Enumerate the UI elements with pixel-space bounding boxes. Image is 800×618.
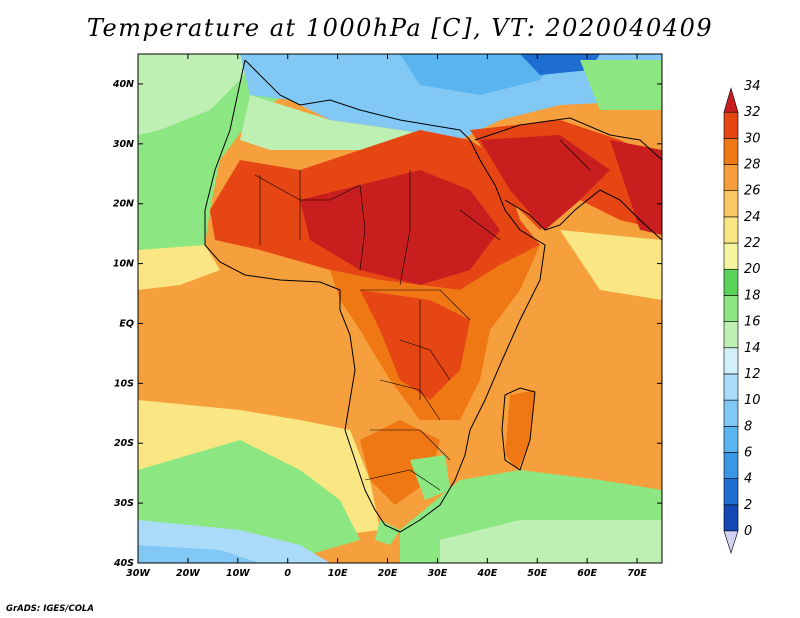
south-atlantic-cold — [138, 545, 260, 563]
colorbar-swatch — [723, 190, 739, 218]
colorbar-swatch — [723, 295, 739, 322]
north-atlantic-cool — [138, 54, 260, 135]
chart-title: Temperature at 1000hPa [C], VT: 20200404… — [86, 14, 714, 42]
madagascar-field — [505, 390, 535, 470]
lon-tick-label: 40E — [476, 568, 497, 579]
lat-tick-label: 30S — [114, 498, 134, 509]
colorbar-swatch — [723, 164, 739, 192]
southern-indian-cool — [440, 520, 662, 563]
map-frame — [137, 53, 663, 564]
colorbar-swatch — [723, 111, 739, 139]
colorbar-swatch — [723, 138, 739, 165]
mediterranean-field — [240, 54, 662, 140]
colorbar-label: 2 — [744, 498, 752, 513]
colorbar-label: 14 — [744, 341, 761, 356]
colorbar-swatch — [723, 399, 739, 427]
colorbar-swatch — [723, 347, 739, 375]
lat-tick-label: 10N — [113, 259, 134, 270]
colorbar-label: 4 — [744, 472, 752, 487]
europe-cold-patch — [520, 54, 600, 75]
lon-tick-label: 30W — [126, 568, 150, 579]
colorbar-label: 28 — [744, 158, 761, 173]
lon-tick-label: 30E — [428, 568, 448, 579]
india-hot — [610, 140, 662, 235]
lon-tick-label: 0 — [284, 568, 291, 579]
lon-tick-label: 10W — [226, 568, 250, 579]
colorbar-swatch — [723, 504, 739, 532]
colorbar-label: 26 — [744, 184, 761, 199]
colorbar-swatch — [723, 268, 739, 296]
asia-green — [580, 60, 662, 110]
colorbar-swatch — [723, 373, 739, 401]
lat-tick-label: EQ — [119, 318, 134, 329]
colorbar-label: 20 — [744, 262, 761, 277]
lon-tick-label: 20W — [176, 568, 200, 579]
highveld-cool — [410, 455, 450, 500]
lat-tick-label: 20N — [113, 199, 134, 210]
colorbar-swatch — [723, 452, 739, 479]
lon-tick-label: 20E — [378, 568, 398, 579]
colorbar-label: 18 — [744, 288, 761, 303]
colorbar-label: 12 — [744, 367, 761, 382]
colorbar-label: 6 — [744, 445, 752, 460]
cape-cool — [375, 520, 400, 545]
lon-tick-label: 10E — [328, 568, 348, 579]
lat-tick-label: 20S — [114, 438, 134, 449]
lon-tick-label: 70E — [627, 568, 647, 579]
colorbar-min-arrow — [723, 530, 739, 554]
map-ticks: 30W 20W 10W 0 10E 20E 30E 40E 50E 60E 70E 40S 30S 20S… — [112, 54, 662, 579]
coastlines — [204, 59, 662, 533]
colorbar-label: 10 — [744, 393, 761, 408]
lat-tick-label: 10S — [114, 378, 134, 389]
lon-tick-label: 50E — [527, 568, 547, 579]
arabian-sea-warm — [560, 230, 662, 300]
colorbar-swatch — [723, 216, 739, 244]
colorbar-label: 8 — [744, 419, 752, 434]
colorbar-label: 32 — [744, 105, 761, 120]
sahel-hot-core — [300, 170, 500, 285]
grads-credit: GrADS: IGES/COLA — [6, 604, 94, 614]
colorbar-swatch — [723, 242, 739, 270]
colorbar-label: 24 — [744, 210, 761, 225]
lat-tick-label: 40N — [112, 79, 134, 90]
lat-tick-label: 30N — [113, 139, 134, 150]
colorbar-label: 30 — [744, 131, 761, 146]
colorbar-label: 16 — [744, 315, 761, 330]
colorbar-label: 22 — [744, 236, 761, 251]
lat-tick-label: 40S — [113, 558, 134, 569]
lon-tick-label: 60E — [577, 568, 597, 579]
colorbar-label: 0 — [744, 524, 752, 539]
arabia-hot-core — [480, 135, 610, 230]
colorbar-swatch — [723, 321, 739, 349]
country-borders — [254, 139, 591, 491]
colorbar-swatch — [723, 478, 739, 506]
europe-cool-field — [400, 54, 560, 95]
gulf-guinea-warm — [138, 245, 220, 290]
colorbar-max-arrow — [723, 87, 739, 113]
colorbar-label: 34 — [744, 79, 761, 94]
colorbar-swatch — [723, 425, 739, 453]
